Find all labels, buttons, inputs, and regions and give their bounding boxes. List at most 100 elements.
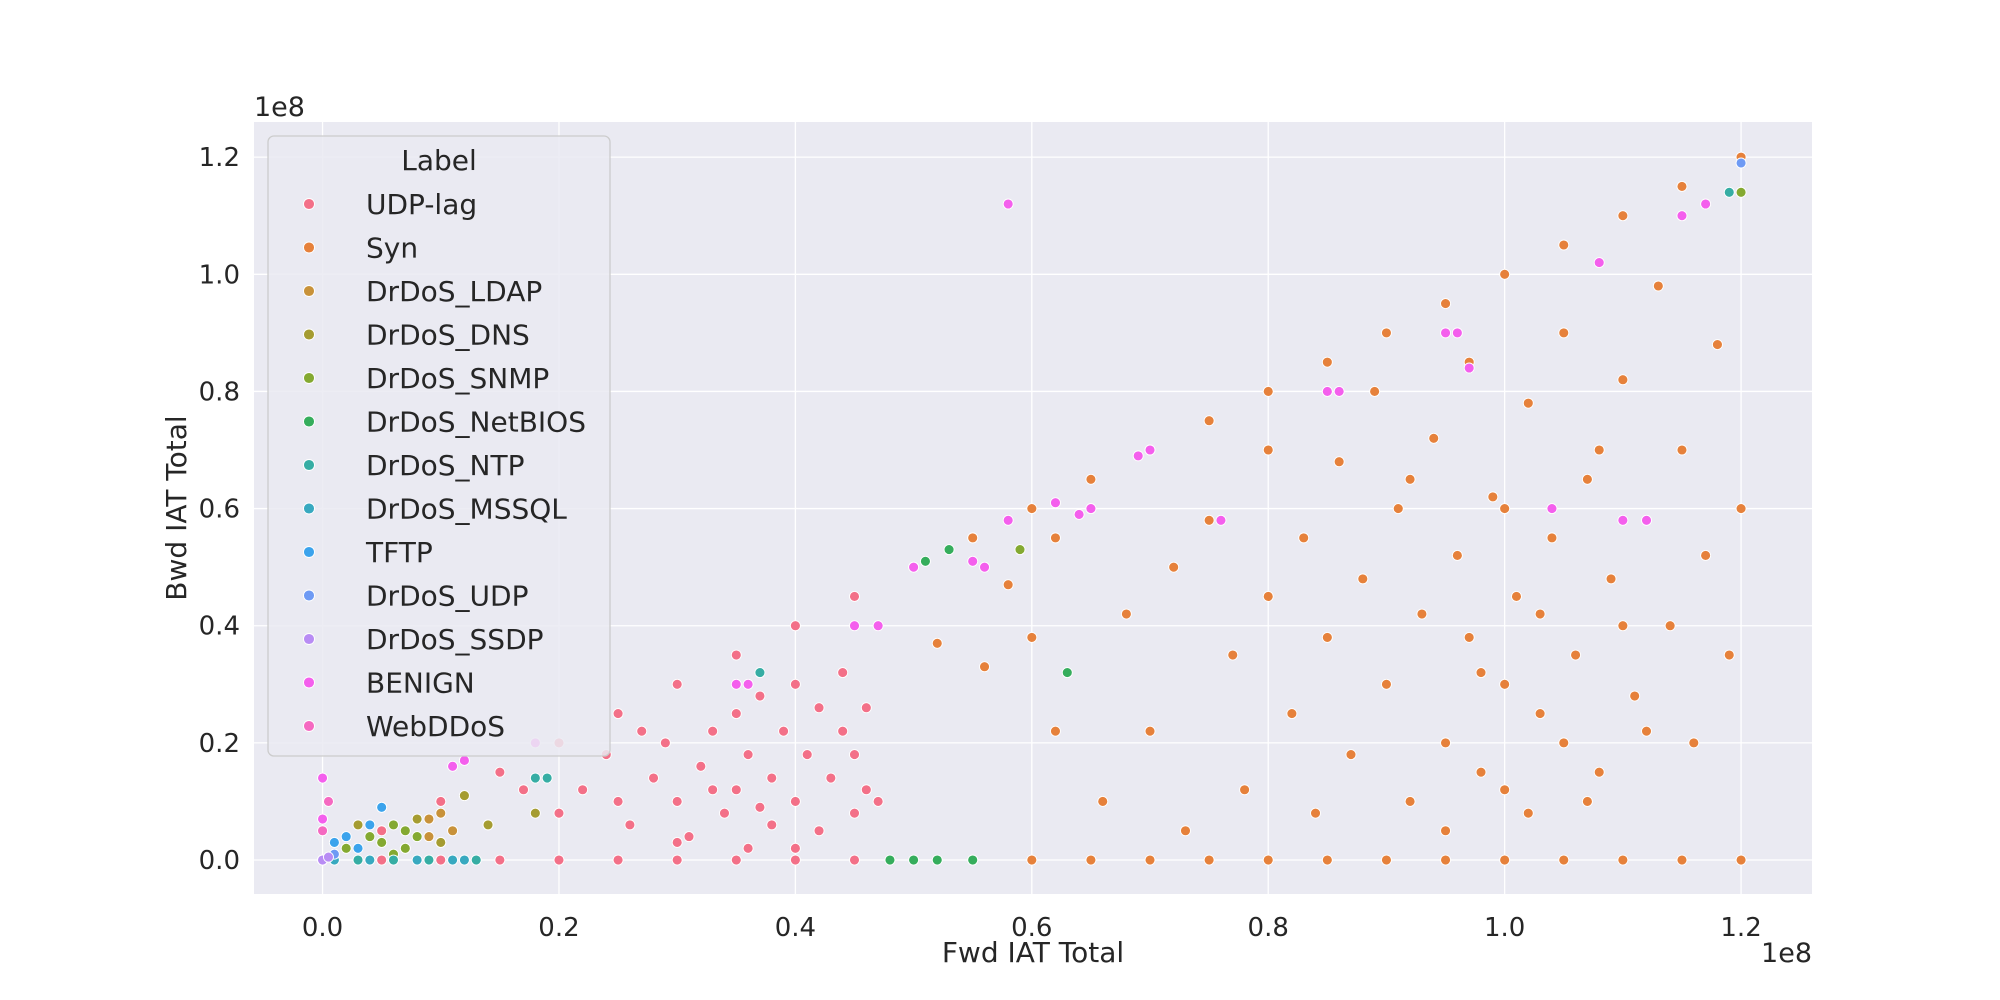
data-point bbox=[1321, 631, 1333, 643]
y-tick-label: 0.2 bbox=[199, 729, 240, 759]
data-point bbox=[1262, 854, 1274, 866]
data-point bbox=[1404, 796, 1416, 807]
x-tick-label: 0.8 bbox=[1248, 913, 1289, 943]
data-point bbox=[1605, 573, 1617, 585]
data-point bbox=[1144, 725, 1156, 737]
x-tick-label: 1.2 bbox=[1720, 913, 1761, 943]
data-point bbox=[730, 784, 742, 796]
data-point bbox=[1664, 620, 1676, 632]
data-point bbox=[884, 854, 896, 866]
legend-item: BENIGN bbox=[303, 667, 475, 700]
data-point bbox=[376, 825, 388, 837]
legend-item: DrDoS_DNS bbox=[303, 319, 530, 352]
data-point bbox=[1499, 678, 1511, 690]
data-point bbox=[789, 854, 801, 866]
data-point bbox=[742, 678, 754, 690]
series-benign bbox=[317, 198, 1712, 825]
data-point bbox=[1310, 807, 1321, 819]
legend-title: Label bbox=[401, 144, 477, 177]
data-point bbox=[1203, 415, 1215, 427]
data-point bbox=[518, 784, 529, 796]
data-point bbox=[1050, 532, 1061, 544]
legend-items: UDP-lag Syn DrDoS_LDAP DrDoS_DNS DrDoS_SNMP D… bbox=[303, 188, 586, 743]
data-point bbox=[1676, 180, 1688, 192]
legend-label: Syn bbox=[366, 232, 418, 265]
data-point bbox=[1333, 385, 1345, 397]
data-point bbox=[849, 807, 860, 819]
legend-label: DrDoS_MSSQL bbox=[366, 493, 567, 526]
data-point bbox=[1416, 608, 1428, 620]
y-tick-labels: 0.0 0.2 0.4 0.6 0.8 1.0 1.2 bbox=[199, 143, 240, 876]
x-tick-label: 0.0 bbox=[302, 913, 343, 943]
legend-item: DrDoS_SSDP bbox=[303, 623, 544, 656]
data-point bbox=[1676, 854, 1688, 866]
data-point bbox=[683, 831, 695, 843]
data-point bbox=[482, 819, 494, 831]
data-point bbox=[1593, 766, 1605, 778]
legend-label: UDP-lag bbox=[366, 188, 477, 221]
data-point bbox=[1380, 854, 1392, 866]
legend-box bbox=[267, 135, 611, 757]
data-point bbox=[1286, 708, 1298, 720]
data-point bbox=[931, 854, 943, 866]
data-point bbox=[1641, 514, 1652, 526]
data-point bbox=[1002, 198, 1014, 210]
data-point bbox=[1522, 397, 1534, 409]
data-point bbox=[435, 854, 447, 866]
data-point bbox=[1723, 186, 1735, 198]
legend-item: DrDoS_UDP bbox=[303, 580, 528, 613]
legend-item: Syn bbox=[303, 232, 418, 265]
data-point bbox=[849, 620, 860, 632]
data-point bbox=[742, 842, 754, 854]
legend-label: DrDoS_DNS bbox=[366, 319, 530, 352]
legend-label: DrDoS_SNMP bbox=[366, 362, 549, 395]
data-point bbox=[1451, 327, 1463, 339]
data-point bbox=[1735, 186, 1747, 198]
legend-item: UDP-lag bbox=[303, 188, 477, 221]
legend-marker bbox=[303, 328, 315, 341]
data-point bbox=[323, 851, 334, 863]
data-point bbox=[967, 854, 979, 866]
legend-item: DrDoS_NetBIOS bbox=[303, 406, 586, 439]
x-tick-label: 1.0 bbox=[1484, 913, 1525, 943]
series-drdos-netbios bbox=[884, 544, 1073, 866]
y-scale-label: 1e8 bbox=[254, 92, 305, 123]
data-point bbox=[707, 784, 719, 796]
legend-marker bbox=[303, 372, 315, 384]
data-point bbox=[979, 561, 990, 573]
data-point bbox=[1262, 444, 1274, 456]
data-point bbox=[1061, 667, 1073, 679]
series-drdos-snmp bbox=[340, 186, 1747, 860]
data-point bbox=[837, 667, 849, 679]
data-point bbox=[553, 854, 565, 866]
data-point bbox=[317, 813, 329, 825]
data-point bbox=[1499, 268, 1511, 280]
data-point bbox=[1380, 327, 1392, 339]
data-point bbox=[1487, 491, 1499, 503]
data-point bbox=[352, 854, 364, 866]
data-point bbox=[1475, 667, 1487, 679]
data-point bbox=[577, 784, 589, 796]
x-scale-label: 1e8 bbox=[1761, 938, 1812, 969]
legend: Label UDP-lag Syn DrDoS_LDAP DrDoS_DNS DrDoS… bbox=[267, 135, 611, 757]
data-point bbox=[435, 796, 447, 807]
x-tick-label: 0.4 bbox=[775, 913, 816, 943]
data-point bbox=[1593, 444, 1605, 456]
data-point bbox=[1688, 737, 1700, 749]
data-point bbox=[411, 813, 423, 825]
legend-label: BENIGN bbox=[366, 667, 475, 700]
data-point bbox=[1546, 503, 1558, 515]
data-point bbox=[1002, 514, 1014, 526]
data-point bbox=[825, 772, 837, 784]
data-point bbox=[860, 784, 872, 796]
data-point bbox=[1522, 807, 1534, 819]
data-point bbox=[1570, 649, 1582, 661]
data-point bbox=[1392, 503, 1404, 515]
data-point bbox=[1499, 503, 1511, 515]
data-point bbox=[1475, 766, 1487, 778]
data-point bbox=[967, 532, 979, 544]
data-point bbox=[730, 854, 742, 866]
y-axis-label: Bwd IAT Total bbox=[160, 415, 193, 600]
data-point bbox=[612, 796, 624, 807]
data-point bbox=[1711, 339, 1723, 351]
